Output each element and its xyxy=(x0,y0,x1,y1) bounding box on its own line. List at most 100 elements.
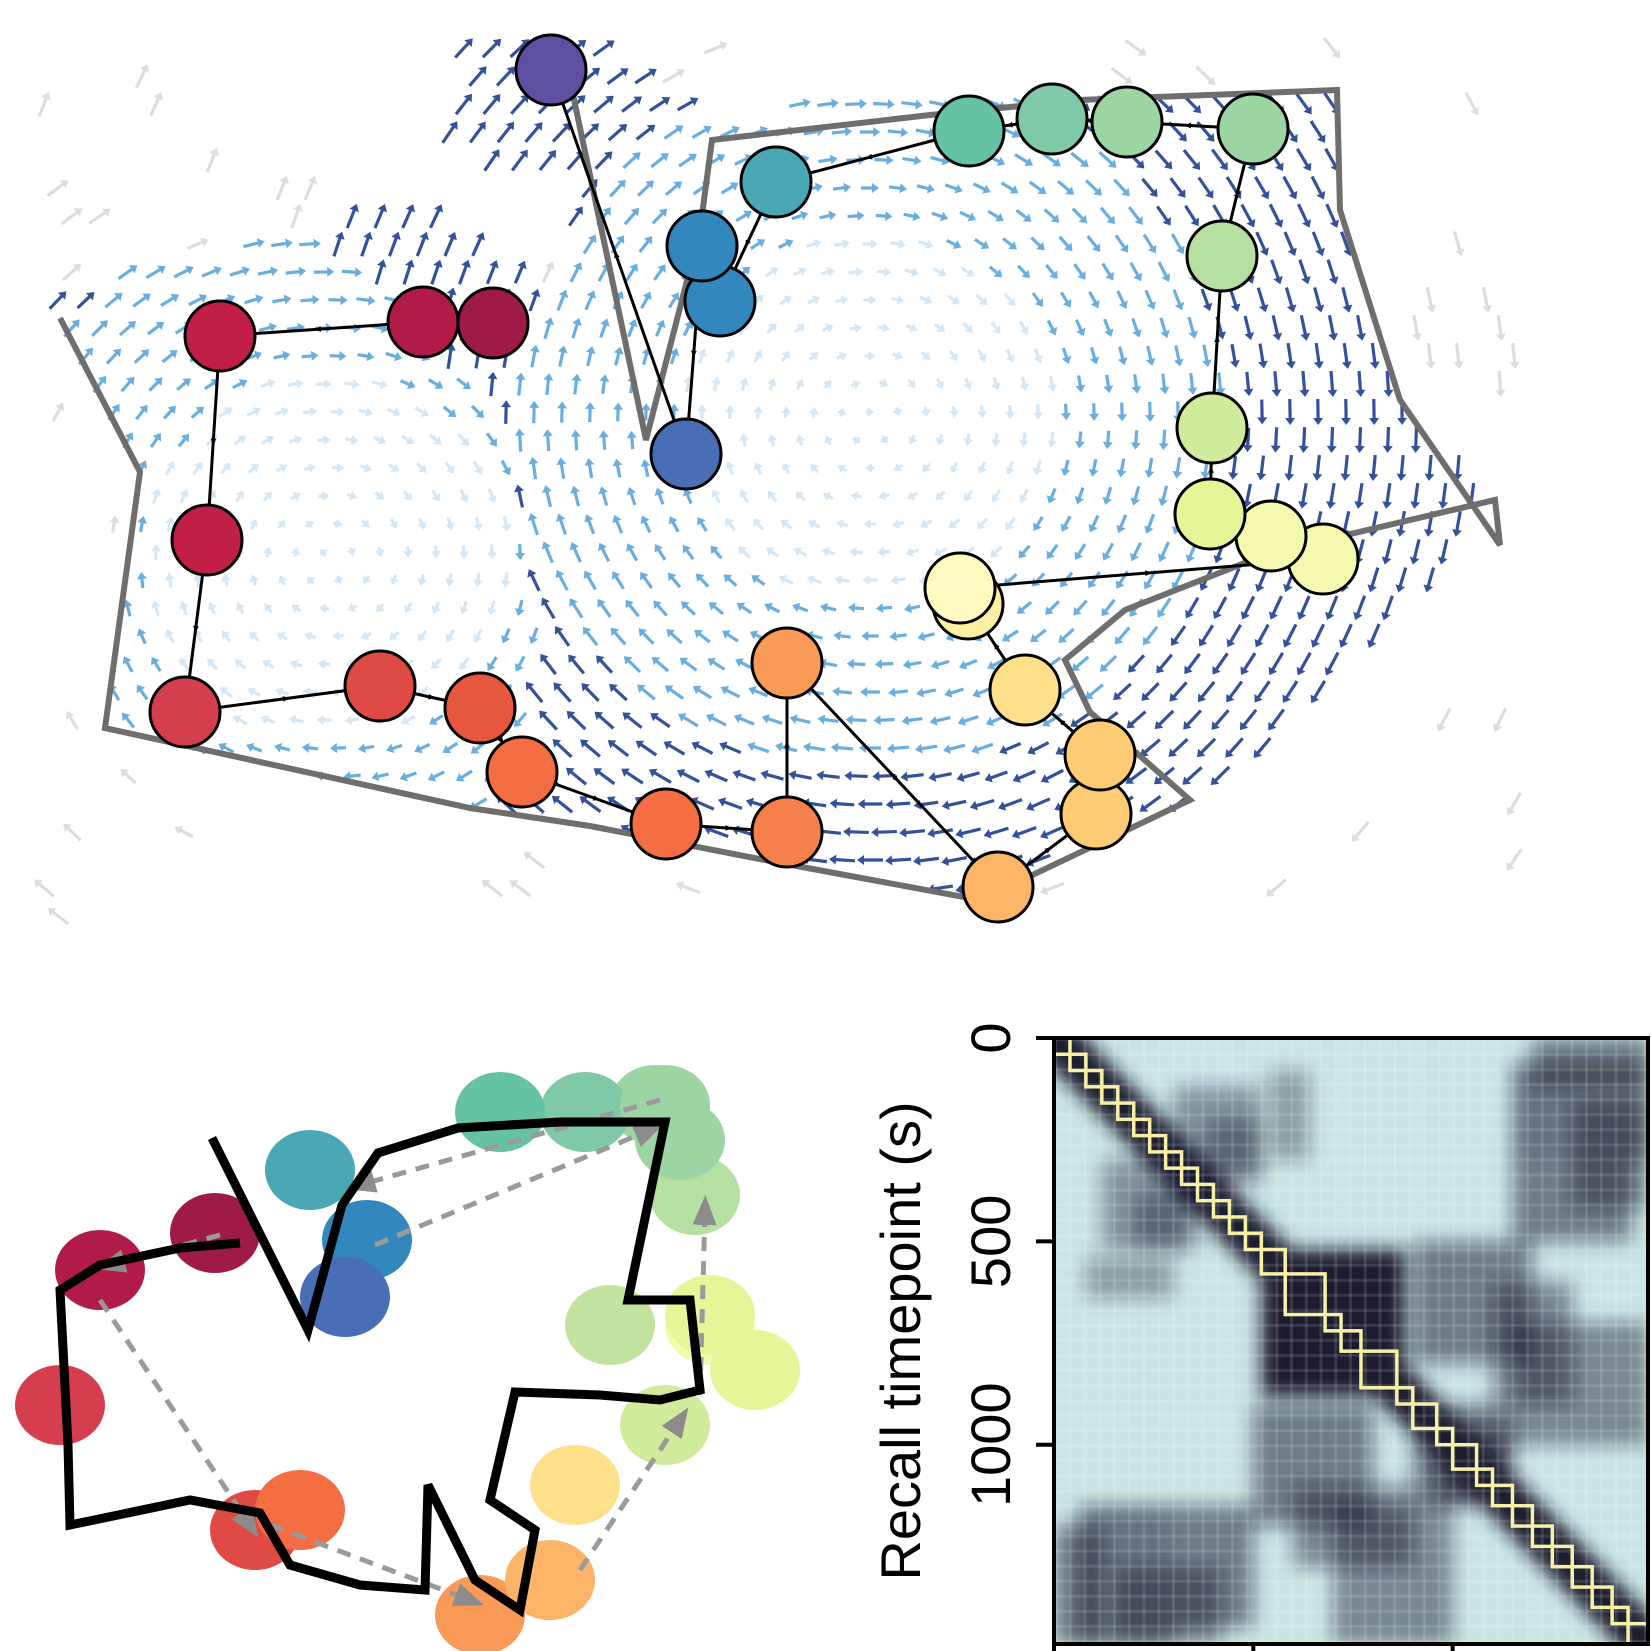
flow-arrow xyxy=(1127,540,1145,563)
flow-arrow xyxy=(819,601,837,614)
flow-arrow xyxy=(288,433,304,446)
flow-arrow xyxy=(816,770,840,783)
flow-arrow xyxy=(778,348,794,364)
link-arrowhead xyxy=(317,329,325,330)
flow-arrow xyxy=(676,150,699,171)
flow-arrow xyxy=(385,741,404,756)
flow-arrow xyxy=(1336,622,1356,650)
flow-arrow xyxy=(500,572,512,589)
blob-link xyxy=(100,1300,250,1525)
flow-arrow xyxy=(649,205,671,227)
flow-arrow xyxy=(901,714,923,727)
heatmap-stripe xyxy=(1423,1038,1426,1644)
flow-arrow xyxy=(905,433,918,446)
flow-arrow xyxy=(1038,879,1066,898)
flow-arrow xyxy=(738,433,750,448)
flow-arrow xyxy=(1369,399,1379,425)
flow-arrow xyxy=(948,406,959,419)
heatmap-stripe xyxy=(1541,1038,1544,1644)
flow-arrow xyxy=(49,400,68,424)
flow-arrow xyxy=(905,377,919,391)
flow-arrow xyxy=(904,545,920,559)
flow-arrow xyxy=(1171,344,1185,367)
flow-arrow xyxy=(1142,512,1159,535)
y-tick-label: 1000 xyxy=(959,1382,1022,1507)
flow-arrow xyxy=(1155,260,1174,284)
flow-arrow xyxy=(849,433,862,446)
flow-arrow xyxy=(442,627,458,644)
flow-arrow xyxy=(833,238,850,250)
flow-arrow xyxy=(485,487,500,505)
flow-arrow xyxy=(988,319,1005,337)
flow-arrow xyxy=(117,765,139,786)
flow-arrow xyxy=(1223,622,1245,649)
flow-arrow xyxy=(1002,347,1017,364)
flow-arrow xyxy=(1123,708,1149,732)
flow-arrow xyxy=(997,739,1022,757)
flow-arrow xyxy=(1167,175,1190,201)
heatmap-stripe xyxy=(1054,1459,1648,1462)
flow-arrow xyxy=(794,433,807,446)
flow-arrow xyxy=(961,376,975,391)
flow-arrow xyxy=(940,853,967,868)
flow-arrow xyxy=(806,348,821,363)
flow-arrow xyxy=(608,569,628,592)
flow-arrow xyxy=(1113,289,1131,311)
flow-arrow xyxy=(1294,594,1314,622)
flow-arrow xyxy=(243,292,265,307)
flow-arrow xyxy=(1055,625,1077,646)
flow-arrow xyxy=(732,711,756,729)
flow-arrow xyxy=(1042,262,1061,282)
flow-arrow xyxy=(1000,235,1020,254)
flow-arrow xyxy=(690,682,714,702)
flow-arrow xyxy=(719,627,740,646)
flow-arrow xyxy=(990,433,1002,448)
flow-arrow xyxy=(146,90,166,118)
flow-arrow xyxy=(1112,232,1132,255)
flow-arrow xyxy=(1195,175,1218,202)
flow-arrow xyxy=(954,824,982,840)
flow-arrow xyxy=(440,739,460,757)
flow-arrow xyxy=(891,349,905,363)
flow-arrow xyxy=(1364,622,1383,650)
flow-arrow xyxy=(580,232,600,256)
flow-arrow xyxy=(835,518,850,531)
heatmap-stripe xyxy=(1054,1384,1648,1387)
flow-arrow xyxy=(1100,486,1115,507)
flow-arrow xyxy=(1293,146,1315,173)
flow-arrow xyxy=(945,292,962,308)
flow-arrow xyxy=(788,97,812,112)
flow-arrow xyxy=(117,317,140,338)
flow-arrow xyxy=(1179,764,1205,789)
flow-arrow xyxy=(356,294,376,307)
flow-arrow xyxy=(1029,514,1046,533)
flow-arrow xyxy=(45,176,72,199)
heatmap-stripe xyxy=(1615,1038,1618,1644)
flow-arrow xyxy=(1186,373,1198,396)
flow-arrow xyxy=(1111,624,1133,647)
flow-arrow xyxy=(481,146,504,173)
flow-arrow xyxy=(186,235,211,253)
flow-arrow xyxy=(443,516,456,532)
link-arrowhead xyxy=(213,434,214,442)
flow-arrow xyxy=(1014,262,1033,281)
flow-arrow xyxy=(1279,678,1302,705)
flow-arrow xyxy=(585,402,596,422)
flow-arrow xyxy=(130,290,154,311)
flow-arrow xyxy=(287,202,305,230)
flow-arrow xyxy=(231,656,248,673)
flow-arrow xyxy=(1086,513,1103,534)
heatmap-stripe xyxy=(1054,1369,1648,1372)
flow-arrow xyxy=(87,205,114,228)
flow-arrow xyxy=(136,515,149,533)
flow-arrow xyxy=(370,769,389,783)
flow-arrow xyxy=(119,654,136,674)
flow-embedding-panel xyxy=(31,35,1526,928)
flow-arrow xyxy=(709,376,722,393)
flow-arrow xyxy=(1114,513,1131,535)
flow-arrow xyxy=(635,625,657,647)
flow-arrow xyxy=(177,599,191,616)
flow-arrow xyxy=(878,378,891,391)
flow-arrow xyxy=(834,294,849,307)
event-node xyxy=(934,96,1004,166)
